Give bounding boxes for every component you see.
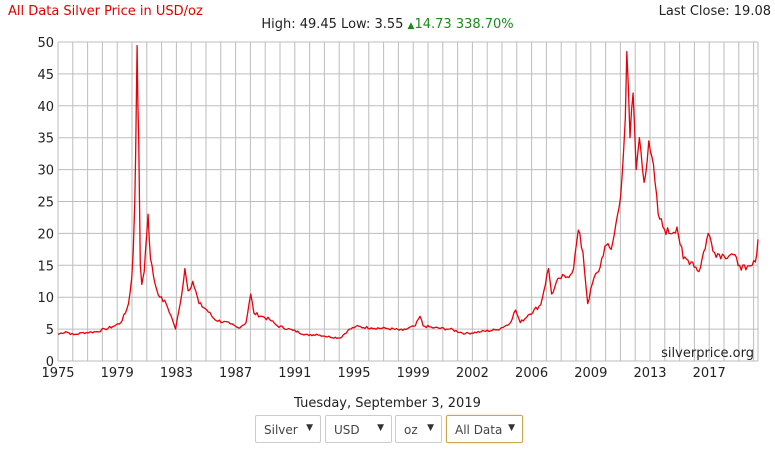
price-stats: High: 49.45 Low: 3.55 ▲14.73 338.70% <box>0 17 775 32</box>
triangle-up-icon: ▲ <box>407 21 415 31</box>
x-tick-label: 1995 <box>337 366 370 381</box>
y-tick-label: 0 <box>46 355 54 370</box>
chevron-down-icon: ▼ <box>508 423 515 433</box>
y-tick-label: 45 <box>37 68 54 83</box>
unit-value: oz <box>404 423 418 437</box>
x-tick-label: 1987 <box>219 366 252 381</box>
x-tick-label: 2002 <box>456 366 489 381</box>
x-tick-label: 1975 <box>41 366 74 381</box>
currency-select[interactable]: USD ▼ <box>325 415 392 443</box>
range-value: All Data <box>455 423 503 437</box>
chevron-down-icon: ▼ <box>427 423 434 433</box>
chevron-down-icon: ▼ <box>306 423 313 433</box>
x-tick-label: 2013 <box>633 366 666 381</box>
watermark: silverprice.org <box>661 346 754 361</box>
chart-title: All Data Silver Price in USD/oz <box>8 4 203 19</box>
x-tick-label: 2006 <box>515 366 548 381</box>
metal-value: Silver <box>264 423 298 437</box>
metal-select[interactable]: Silver ▼ <box>255 415 321 443</box>
y-tick-label: 5 <box>46 323 54 338</box>
unit-select[interactable]: oz ▼ <box>395 415 442 443</box>
x-tick-label: 1999 <box>397 366 430 381</box>
y-tick-label: 35 <box>37 132 54 147</box>
x-tick-label: 1983 <box>160 366 193 381</box>
y-tick-label: 20 <box>37 227 54 242</box>
currency-value: USD <box>334 423 360 437</box>
x-tick-label: 2009 <box>574 366 607 381</box>
y-tick-label: 15 <box>37 259 54 274</box>
high-low: High: 49.45 Low: 3.55 <box>261 17 404 32</box>
price-line <box>57 44 759 340</box>
y-tick-label: 50 <box>37 36 54 51</box>
y-tick-label: 25 <box>37 196 54 211</box>
chevron-down-icon: ▼ <box>377 423 384 433</box>
y-tick-label: 40 <box>37 100 54 115</box>
date-label: Tuesday, September 3, 2019 <box>294 396 481 411</box>
x-tick-label: 1991 <box>278 366 311 381</box>
y-tick-label: 30 <box>37 164 54 179</box>
x-tick-label: 1979 <box>101 366 134 381</box>
y-tick-label: 10 <box>37 291 54 306</box>
last-close: Last Close: 19.08 <box>658 4 771 19</box>
range-select[interactable]: All Data ▼ <box>446 415 523 443</box>
price-change: 14.73 338.70% <box>414 17 514 32</box>
x-tick-label: 2017 <box>693 366 726 381</box>
price-chart: 0 5 10 15 20 25 30 35 40 45 50 1975 1979 1983 1987 199… <box>37 36 759 381</box>
